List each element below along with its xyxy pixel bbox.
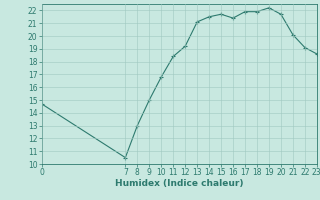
X-axis label: Humidex (Indice chaleur): Humidex (Indice chaleur) xyxy=(115,179,244,188)
